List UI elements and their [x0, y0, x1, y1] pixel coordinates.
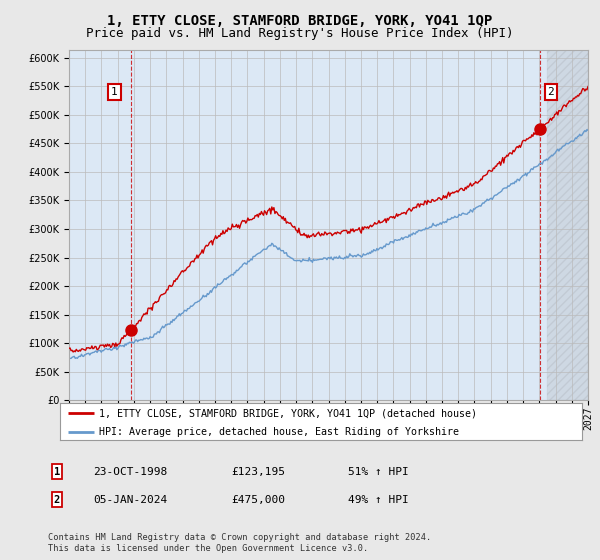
Bar: [547, 50, 588, 400]
Text: Contains HM Land Registry data © Crown copyright and database right 2024.
This d: Contains HM Land Registry data © Crown c…: [48, 533, 431, 553]
Text: 1: 1: [54, 466, 60, 477]
Text: HPI: Average price, detached house, East Riding of Yorkshire: HPI: Average price, detached house, East…: [99, 427, 459, 437]
Text: 49% ↑ HPI: 49% ↑ HPI: [348, 494, 409, 505]
Text: £123,195: £123,195: [231, 466, 285, 477]
Text: £475,000: £475,000: [231, 494, 285, 505]
Text: 1: 1: [111, 87, 118, 97]
Text: 05-JAN-2024: 05-JAN-2024: [93, 494, 167, 505]
Text: 1, ETTY CLOSE, STAMFORD BRIDGE, YORK, YO41 1QP (detached house): 1, ETTY CLOSE, STAMFORD BRIDGE, YORK, YO…: [99, 408, 477, 418]
Text: 51% ↑ HPI: 51% ↑ HPI: [348, 466, 409, 477]
Text: 2: 2: [54, 494, 60, 505]
Text: 1, ETTY CLOSE, STAMFORD BRIDGE, YORK, YO41 1QP: 1, ETTY CLOSE, STAMFORD BRIDGE, YORK, YO…: [107, 14, 493, 28]
Text: 23-OCT-1998: 23-OCT-1998: [93, 466, 167, 477]
Text: Price paid vs. HM Land Registry's House Price Index (HPI): Price paid vs. HM Land Registry's House …: [86, 27, 514, 40]
Text: 2: 2: [547, 87, 554, 97]
